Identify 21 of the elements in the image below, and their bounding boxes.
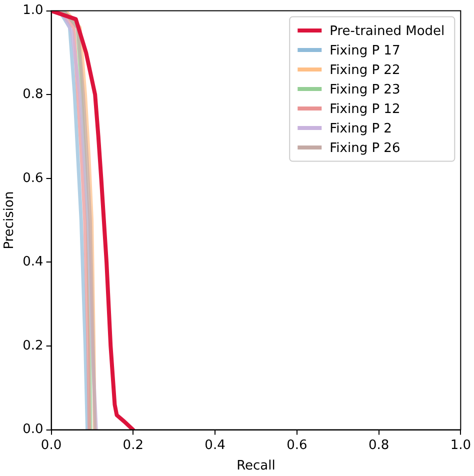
x-tick-label: 0.8 — [368, 438, 390, 453]
legend-label: Pre-trained Model — [330, 24, 445, 39]
y-tick-label: 0.2 — [22, 338, 44, 354]
y-tick-label: 0.8 — [22, 86, 44, 102]
x-tick-label: 0.2 — [122, 438, 144, 453]
legend-label: Fixing P 12 — [330, 102, 400, 117]
y-tick-label: 0.0 — [22, 422, 44, 438]
x-tick-label: 0.6 — [286, 438, 308, 453]
y-axis-title: Precision — [2, 191, 18, 250]
legend-label: Fixing P 26 — [330, 140, 400, 156]
x-tick-label: 1.0 — [450, 438, 472, 453]
legend-label: Fixing P 22 — [330, 62, 400, 78]
y-tick-label: 0.4 — [22, 254, 44, 270]
legend-label: Fixing P 23 — [330, 82, 400, 98]
legend-label: Fixing P 2 — [330, 121, 392, 136]
y-tick-label: 1.0 — [22, 3, 44, 18]
x-tick-label: 0.4 — [204, 438, 226, 453]
x-axis-title: Recall — [236, 458, 276, 474]
x-tick-label: 0.0 — [40, 438, 62, 453]
y-tick-label: 0.6 — [22, 170, 44, 186]
legend-label: Fixing P 17 — [330, 43, 400, 58]
